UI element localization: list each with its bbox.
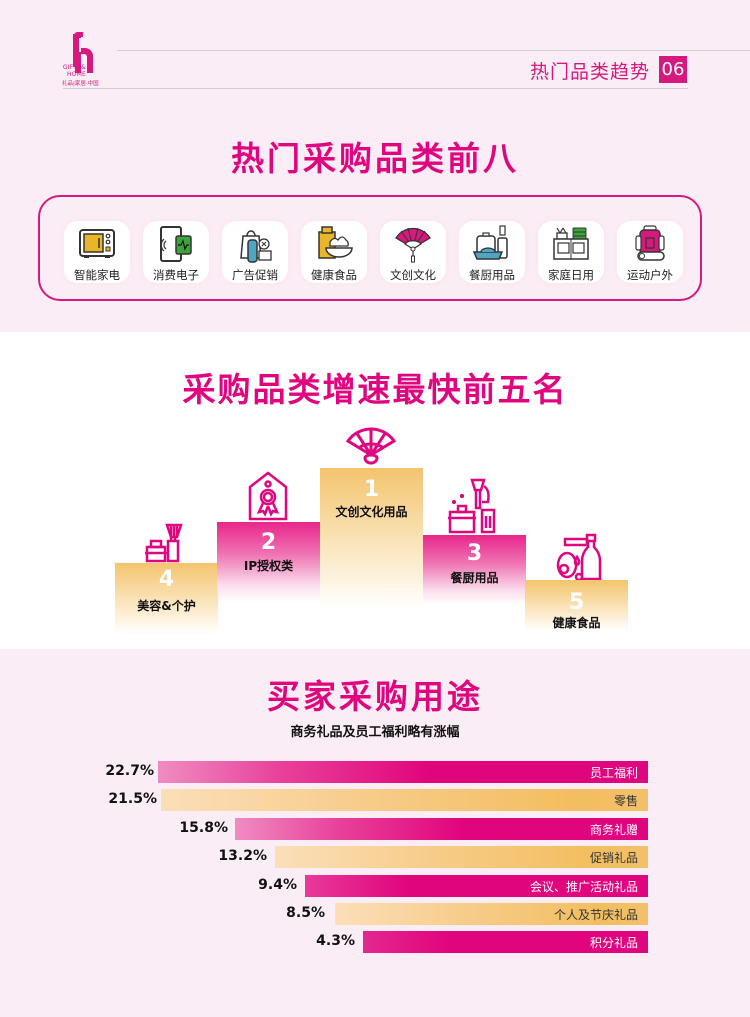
bar-row: 13.2% 促销礼品 xyxy=(0,846,750,868)
podium-rank-1: 1 文创文化用品 xyxy=(320,468,423,610)
category-smart-appliances: 智能家电 xyxy=(64,221,130,283)
bar-row: 15.8% 商务礼赠 xyxy=(0,818,750,840)
folding-fan-icon xyxy=(395,227,431,263)
bar-row: 22.7% 员工福利 xyxy=(0,761,750,783)
category-healthy-food: 健康食品 xyxy=(301,221,367,283)
rank-label: 文创文化用品 xyxy=(335,505,408,519)
bar: 会议、推广活动礼品 xyxy=(305,875,648,897)
bar-label: 零售 xyxy=(613,794,638,808)
cabinet-towels-icon xyxy=(553,227,589,260)
backpack-icon xyxy=(635,225,665,261)
category-label: 运动户外 xyxy=(627,268,673,282)
rank-number: 5 xyxy=(568,590,585,615)
bar-value: 13.2% xyxy=(218,848,267,864)
category-cultural-creative: 文创文化 xyxy=(380,221,446,283)
rank-label: IP授权类 xyxy=(243,559,294,573)
bar-row: 8.5% 个人及节庆礼品 xyxy=(0,903,750,925)
bar-value: 22.7% xyxy=(105,763,154,779)
category-label: 广告促销 xyxy=(232,268,278,282)
fastest-growing-title: 采购品类增速最快前五名 xyxy=(182,370,568,409)
podium-rank-3: 3 餐厨用品 xyxy=(423,535,526,605)
hot-categories-title: 热门采购品类前八 xyxy=(231,139,519,178)
folding-fan-icon xyxy=(345,427,397,465)
bar: 促销礼品 xyxy=(275,846,648,868)
bar-value: 4.3% xyxy=(316,933,355,949)
bar-value: 15.8% xyxy=(179,820,228,836)
header-bottom-divider xyxy=(63,88,688,89)
category-kitchenware: 餐厨用品 xyxy=(459,221,525,283)
bar-row: 4.3% 积分礼品 xyxy=(0,931,750,953)
cookware-icon xyxy=(448,478,496,534)
page-number-badge: 06 xyxy=(659,56,687,83)
bar: 零售 xyxy=(161,789,648,811)
category-label: 家庭日用 xyxy=(548,268,594,282)
category-label: 消费电子 xyxy=(153,268,199,282)
award-tag-icon xyxy=(248,471,288,521)
promo-bag-bottle-icon xyxy=(240,230,272,263)
category-label: 健康食品 xyxy=(311,268,357,282)
rank-label: 餐厨用品 xyxy=(450,571,499,585)
rank-label: 美容&个护 xyxy=(137,599,196,613)
bar: 个人及节庆礼品 xyxy=(335,903,648,925)
bar-label: 促销礼品 xyxy=(589,851,638,865)
rank-number: 1 xyxy=(363,477,380,502)
podium-rank-5: 5 健康食品 xyxy=(525,580,628,632)
logo-subtext: 礼品|家居·中国 xyxy=(62,81,99,87)
bar: 商务礼赠 xyxy=(235,818,648,840)
category-label: 智能家电 xyxy=(74,268,120,282)
phone-smartwatch-icon xyxy=(160,226,192,262)
bar-value: 21.5% xyxy=(108,791,157,807)
category-promotional: 广告促销 xyxy=(222,221,288,283)
category-household: 家庭日用 xyxy=(538,221,604,283)
bar-label: 会议、推广活动礼品 xyxy=(529,880,638,894)
category-consumer-electronics: 消费电子 xyxy=(143,221,209,283)
section-title: 热门品类趋势 xyxy=(529,61,650,83)
microwave-icon xyxy=(79,229,115,258)
podium-rank-2: 2 IP授权类 xyxy=(217,522,320,602)
buyer-purpose-title: 买家采购用途 xyxy=(267,677,483,716)
header-top-divider xyxy=(117,50,750,51)
logo-text: GIFTS& HOME xyxy=(62,64,86,78)
bar-label: 积分礼品 xyxy=(589,936,638,950)
hot-categories-box: 智能家电 消费电子 广告促销 健康食品 xyxy=(38,195,702,301)
buyer-purpose-subtitle: 商务礼品及员工福利略有涨幅 xyxy=(290,725,460,740)
bar-label: 商务礼赠 xyxy=(589,823,638,837)
rank-number: 3 xyxy=(466,541,483,566)
category-label: 餐厨用品 xyxy=(469,268,515,282)
rank-label: 健康食品 xyxy=(552,616,601,630)
podium-rank-4: 4 美容&个护 xyxy=(115,563,218,635)
rank-number: 4 xyxy=(158,567,175,592)
category-sports-outdoor: 运动户外 xyxy=(617,221,683,283)
bar-row: 21.5% 零售 xyxy=(0,789,750,811)
bar-row: 9.4% 会议、推广活动礼品 xyxy=(0,875,750,897)
bar: 员工福利 xyxy=(158,761,648,783)
bar-value: 8.5% xyxy=(286,905,325,921)
bar-value: 9.4% xyxy=(258,877,297,893)
bar-label: 个人及节庆礼品 xyxy=(553,908,638,922)
bar-label: 员工福利 xyxy=(589,766,638,780)
rank-number: 2 xyxy=(260,530,277,555)
healthy-food-bowl-icon xyxy=(318,226,353,259)
bar: 积分礼品 xyxy=(363,931,648,953)
category-label: 文创文化 xyxy=(390,268,436,282)
cookware-icon xyxy=(472,225,508,260)
cosmetics-icon xyxy=(145,523,183,563)
healthy-food-icon xyxy=(556,533,602,582)
gh-logo-icon xyxy=(72,32,93,73)
